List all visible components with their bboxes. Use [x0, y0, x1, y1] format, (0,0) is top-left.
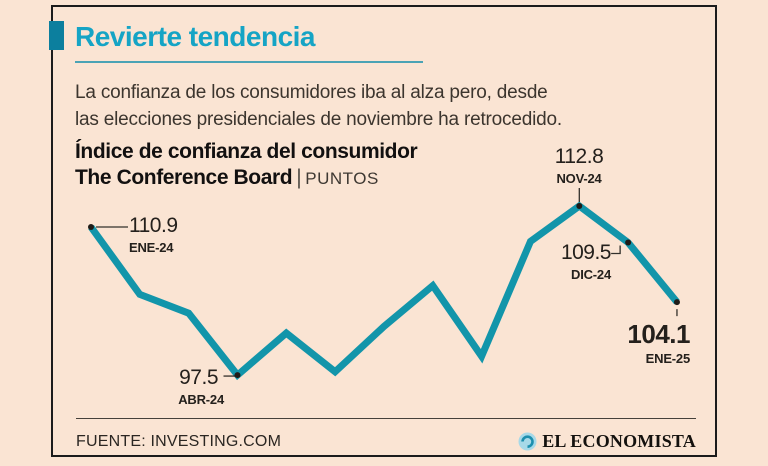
chart-title-bold: The Conference Board — [75, 166, 293, 189]
annotation-value: 109.5 — [560, 241, 612, 264]
subtitle-line-1: La confianza de los consumidores iba al … — [75, 82, 548, 103]
chart-title-line1: Índice de confianza del consumidor — [75, 140, 418, 163]
source-label: FUENTE: INVESTING.COM — [76, 432, 282, 450]
brand-name: EL ECONOMISTA — [542, 431, 696, 451]
footer: FUENTE: INVESTING.COM EL ECONOMISTA — [76, 431, 696, 452]
page-title: Revierte tendencia — [75, 21, 316, 52]
annotation-label: ENE-25 — [645, 351, 691, 366]
annotation-value: 110.9 — [129, 214, 178, 237]
footer-divider — [76, 418, 696, 419]
annotation-label: DIC-24 — [571, 267, 611, 282]
annotation-label: ENE-24 — [129, 240, 174, 255]
el-economista-icon — [518, 432, 537, 451]
line-chart — [88, 188, 680, 381]
title-bullet — [49, 21, 64, 50]
annotation-abr24: 97.5 ABR-24 — [153, 366, 224, 407]
chart-title-line2: The Conference Board | PUNTOS — [75, 165, 417, 192]
annotation-label: NOV-24 — [556, 171, 602, 186]
annotation-nov24: 112.8 NOV-24 — [539, 146, 619, 186]
brand-logo: EL ECONOMISTA — [518, 431, 696, 452]
subtitle: La confianza de los consumidores iba al … — [75, 79, 562, 133]
annotation-value: 112.8 — [554, 145, 604, 168]
annotation-dic24: 109.5 DIC-24 — [551, 241, 612, 282]
annotation-label: ABR-24 — [178, 392, 224, 407]
chart-title-separator: | — [296, 166, 302, 189]
annotation-ene24: 110.9 ENE-24 — [129, 215, 178, 255]
annotation-value: 104.1 — [627, 319, 690, 349]
chart-title: Índice de confianza del consumidor The C… — [75, 139, 418, 192]
annotation-ene25: 104.1 ENE-25 — [613, 321, 690, 366]
chart-units-label: PUNTOS — [305, 169, 379, 188]
chart-card: Revierte tendencia La confianza de los c… — [49, 5, 717, 457]
subtitle-line-2: las elecciones presidenciales de noviemb… — [75, 109, 562, 130]
title-underline — [75, 61, 423, 63]
annotation-value: 97.5 — [179, 366, 218, 389]
